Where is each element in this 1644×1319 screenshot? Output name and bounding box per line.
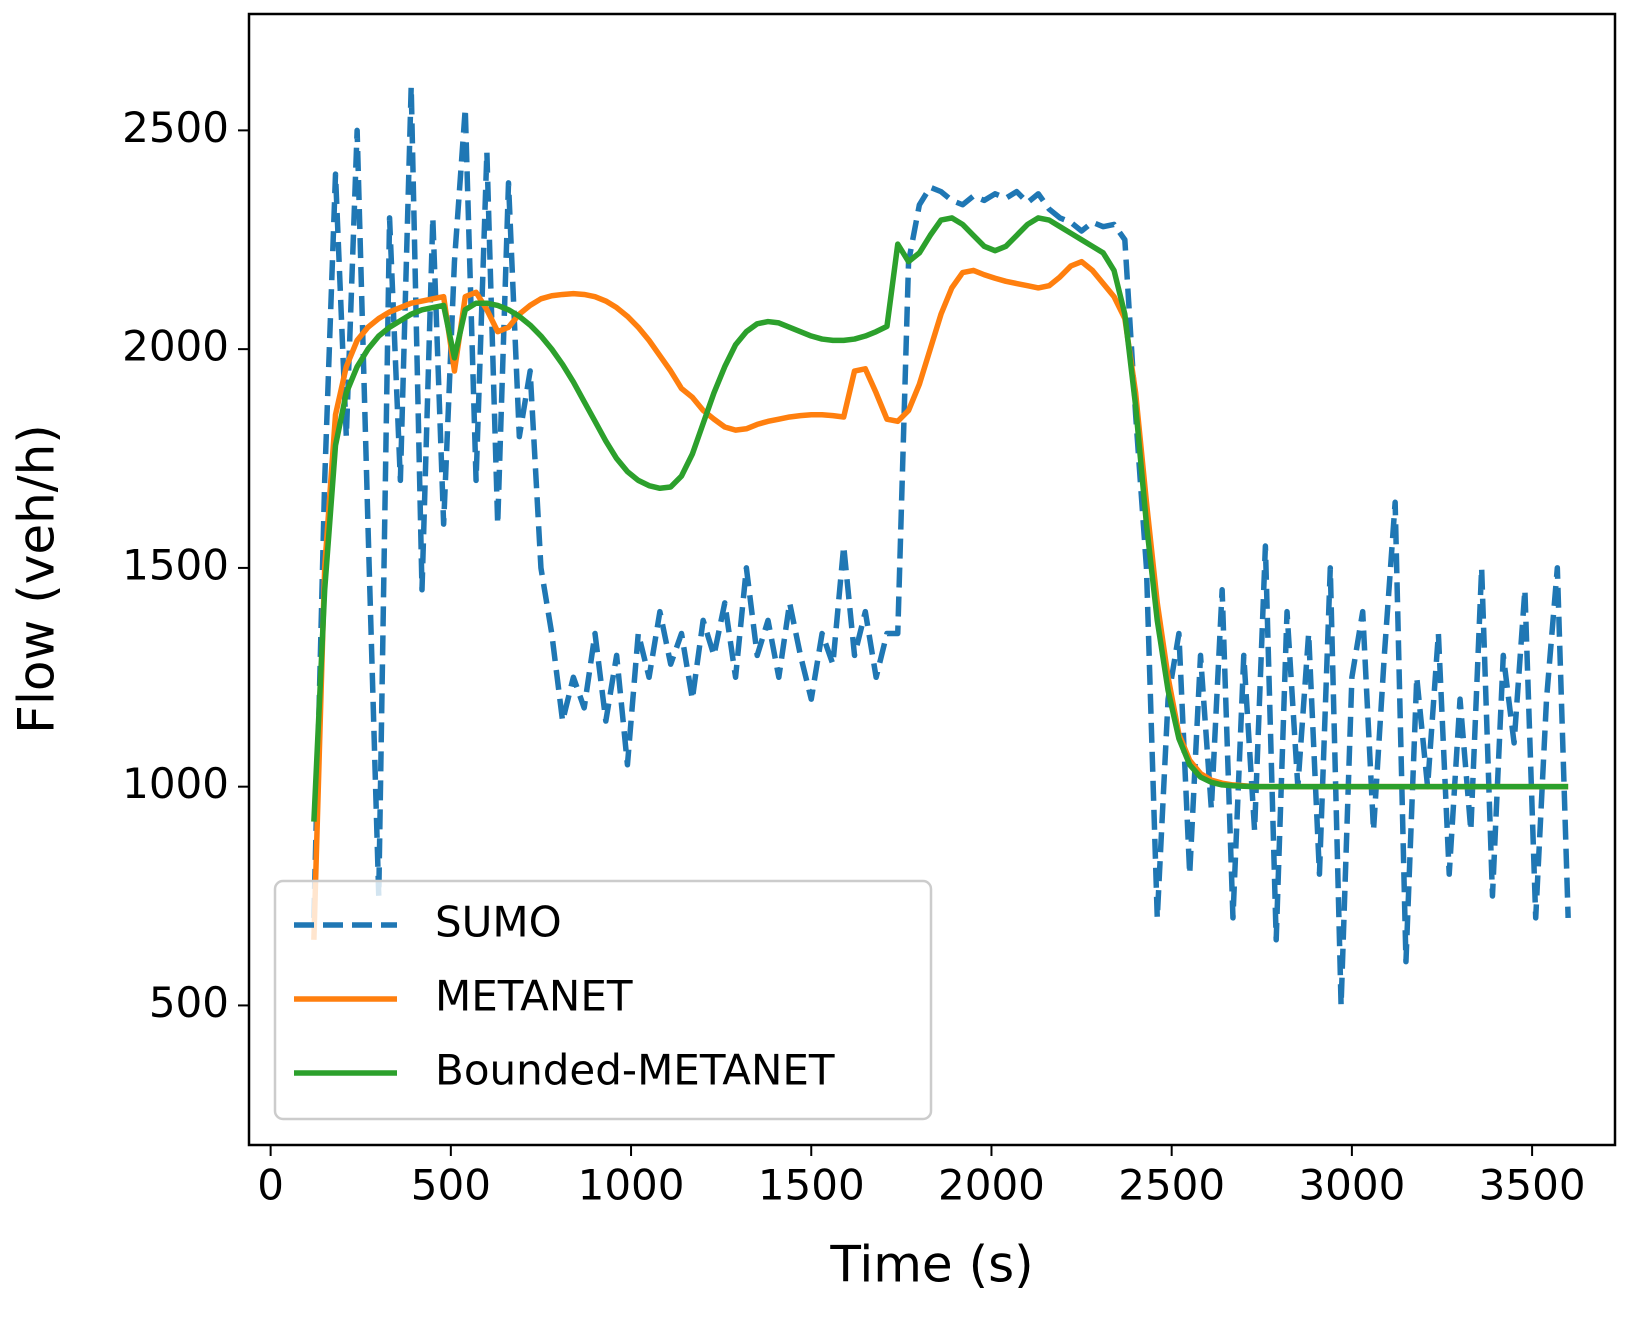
legend-box: [273, 879, 933, 1121]
y-tick-label: 2500: [122, 103, 229, 152]
x-tick-label: 1000: [578, 1161, 685, 1210]
legend-label: SUMO: [435, 898, 562, 947]
x-tick-label: 2000: [938, 1161, 1045, 1210]
legend-label: Bounded-METANET: [435, 1046, 835, 1095]
x-tick-label: 3000: [1298, 1161, 1405, 1210]
x-tick-label: 2500: [1118, 1161, 1225, 1210]
legend-label: METANET: [435, 972, 633, 1021]
y-axis-label: Flow (veh/h): [8, 424, 66, 734]
x-tick-label: 1500: [758, 1161, 865, 1210]
series-line: [311, 83, 1571, 1009]
y-tick-label: 2000: [122, 322, 229, 371]
x-tick-label: 500: [411, 1161, 491, 1210]
x-tick-label: 0: [257, 1161, 284, 1210]
y-tick-label: 1500: [122, 540, 229, 589]
x-axis-label: Time (s): [829, 1236, 1033, 1294]
x-tick-label: 3500: [1479, 1161, 1586, 1210]
y-tick-label: 500: [149, 978, 229, 1027]
y-tick-label: 1000: [122, 759, 229, 808]
series-line: [311, 215, 1569, 822]
plot-frame: [247, 12, 1617, 1147]
